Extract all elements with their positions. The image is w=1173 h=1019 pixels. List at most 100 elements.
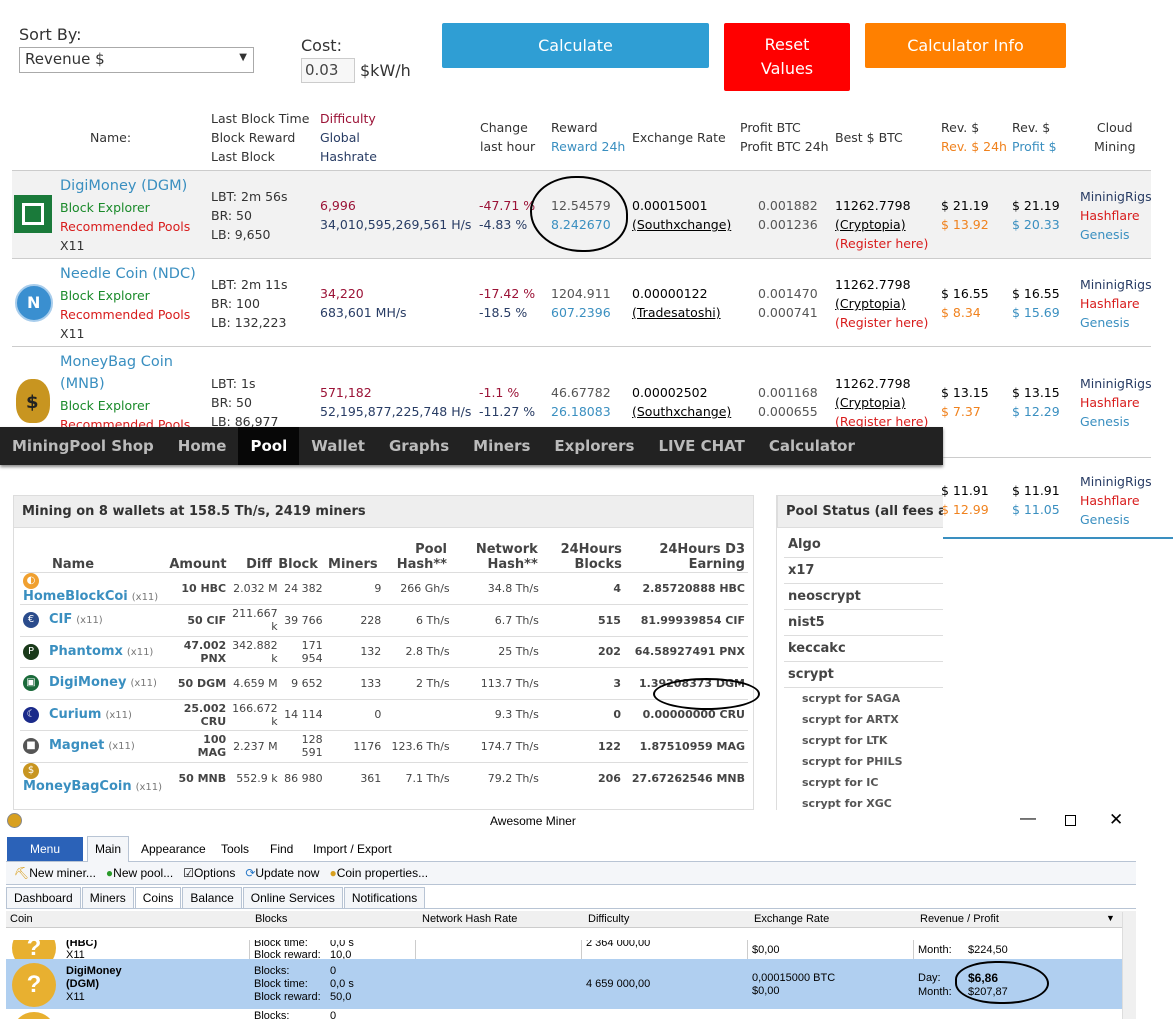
nav-graphs[interactable]: Graphs [388, 437, 450, 455]
algo-item[interactable]: Algo [784, 532, 943, 558]
update-now-button[interactable]: ⟳Update now [245, 866, 319, 880]
algo-item[interactable]: neoscrypt [784, 584, 943, 610]
tab-balance[interactable]: Balance [182, 887, 242, 909]
tab-coins[interactable]: Coins [134, 887, 182, 909]
pool-coin-link[interactable]: HomeBlockCoi [23, 589, 128, 604]
hashflare-link[interactable]: Hashflare [1080, 296, 1140, 311]
sub-algo-item[interactable]: scrypt for IC [802, 776, 879, 789]
coin-properties-button[interactable]: ●Coin properties... [329, 866, 428, 880]
tab-import-export[interactable]: Import / Export [313, 842, 392, 856]
pool-row[interactable]: ☾ Curium (x11) 25.002 CRU 166.672 k 14 114 0 9.… [20, 698, 748, 731]
genesis-link[interactable]: Genesis [1080, 512, 1130, 527]
tab-tools[interactable]: Tools [221, 842, 250, 856]
minimize-icon[interactable]: — [1020, 810, 1036, 827]
pool-coin-link[interactable]: Curium [49, 706, 102, 722]
cryptopia-link[interactable]: (Cryptopia) [835, 395, 906, 410]
scrollbar[interactable] [1122, 912, 1136, 1019]
tab-find[interactable]: Find [270, 842, 294, 856]
change-h1: Change [480, 120, 528, 135]
nav-explorers[interactable]: Explorers [554, 437, 635, 455]
genesis-link[interactable]: Genesis [1080, 227, 1130, 242]
tab-online-services[interactable]: Online Services [242, 887, 343, 909]
register-link[interactable]: (Register here) [835, 315, 929, 330]
pool-row[interactable]: € CIF (x11) 50 CIF 211.667 k 39 766 228 6 Th/s 6… [20, 604, 748, 636]
hashflare-link[interactable]: Hashflare [1080, 395, 1140, 410]
col-blocks[interactable]: Blocks [255, 913, 288, 925]
new-miner-button[interactable]: ⛏New miner... [14, 866, 96, 880]
pool-coin-link[interactable]: CIF [49, 612, 73, 628]
close-icon[interactable]: ✕ [1109, 810, 1124, 829]
block-explorer-link[interactable]: Block Explorer [60, 200, 150, 215]
nav-miners[interactable]: Miners [473, 437, 531, 455]
tab-miners[interactable]: Miners [81, 887, 134, 909]
maximize-icon[interactable] [1065, 815, 1076, 826]
pool-row[interactable]: ■ Magnet (x11) 100 MAG 2.237 M 128 591 1176 123… [20, 730, 748, 762]
col-network-hash[interactable]: Network Hash Rate [422, 913, 518, 925]
hashflare-link[interactable]: Hashflare [1080, 493, 1140, 508]
menu-button[interactable]: Menu [7, 837, 83, 861]
recommended-pools-link[interactable]: Recommended Pools [60, 307, 191, 322]
nav-brand[interactable]: MiningPool Shop [12, 437, 154, 455]
calculator-info-button[interactable]: Calculator Info [865, 23, 1066, 68]
algo-item[interactable]: scrypt [784, 662, 943, 688]
coin-name-link[interactable]: DigiMoney (DGM) [60, 178, 188, 194]
cryptopia-link[interactable]: (Cryptopia) [835, 217, 906, 232]
pool-row[interactable]: P Phantomx (x11) 47.002 PNX 342.882 k 171 954… [20, 635, 748, 668]
algo-item[interactable]: x17 [784, 558, 943, 584]
hashflare-link[interactable]: Hashflare [1080, 208, 1140, 223]
col-exchange[interactable]: Exchange Rate [754, 913, 830, 925]
cryptopia-link[interactable]: (Cryptopia) [835, 296, 906, 311]
grid-row[interactable]: Blocks: 0 [6, 1010, 1122, 1019]
nav-home[interactable]: Home [177, 437, 227, 455]
pool-row[interactable]: $MoneyBagCoin (x11) 50 MNB 552.9 k 86 980 361… [20, 761, 748, 794]
pool-coin-link[interactable]: MoneyBagCoin [23, 778, 132, 794]
genesis-link[interactable]: Genesis [1080, 315, 1130, 330]
coin-name-link[interactable]: MoneyBag Coin [60, 354, 173, 370]
mininigrigs-link[interactable]: MininigRigs [1080, 189, 1152, 204]
reset-values-button[interactable]: Reset Values [724, 23, 850, 91]
exchange-link[interactable]: (Southxchange) [632, 404, 732, 419]
calculate-button[interactable]: Calculate [442, 23, 709, 68]
tab-notifications[interactable]: Notifications [343, 887, 426, 909]
col-coin[interactable]: Coin [10, 913, 33, 925]
block-explorer-link[interactable]: Block Explorer [60, 288, 150, 303]
pool-coin-link[interactable]: Phantomx [49, 643, 123, 659]
mininigrigs-link[interactable]: MininigRigs [1080, 376, 1151, 391]
mininigrigs-link[interactable]: MininigRigs [1080, 474, 1152, 489]
block-explorer-link[interactable]: Block Explorer [60, 398, 150, 413]
mininigrigs-link[interactable]: MininigRigs [1080, 277, 1152, 292]
nav-wallet[interactable]: Wallet [311, 437, 365, 455]
pool-coin-link[interactable]: DigiMoney [49, 675, 127, 691]
exchange-link[interactable]: (Southxchange) [632, 217, 732, 232]
new-pool-button[interactable]: ●New pool... [106, 866, 173, 880]
sub-algo-item[interactable]: scrypt for XGC [802, 797, 892, 810]
algo-item[interactable]: nist5 [784, 610, 943, 636]
register-link[interactable]: (Register here) [835, 236, 929, 251]
tab-dashboard[interactable]: Dashboard [6, 887, 81, 909]
nav-live-chat[interactable]: LIVE CHAT [658, 437, 745, 455]
sub-algo-item[interactable]: scrypt for ARTX [802, 713, 899, 726]
exchange-link[interactable]: (Tradesatoshi) [632, 305, 721, 320]
table-bottom-border [943, 537, 1173, 539]
tab-appearance[interactable]: Appearance [141, 842, 206, 856]
tab-main[interactable]: Main [87, 836, 129, 862]
pool-row[interactable]: ◐HomeBlockCoi (x11) 10 HBC 2.032 M 24 382 9 26… [20, 572, 748, 605]
algo-item[interactable]: keccakc [784, 636, 943, 662]
sort-select[interactable]: Revenue $ ▼ [19, 47, 254, 73]
coin-name-link[interactable]: Needle Coin (NDC) [60, 266, 196, 282]
nav-pool[interactable]: Pool [238, 427, 300, 465]
pool-coin-link[interactable]: Magnet [49, 738, 105, 754]
sub-algo-item[interactable]: scrypt for LTK [802, 734, 888, 747]
col-difficulty[interactable]: Difficulty [588, 913, 630, 925]
recommended-pools-link[interactable]: Recommended Pools [60, 219, 191, 234]
options-button[interactable]: ☑Options [183, 866, 235, 880]
genesis-link[interactable]: Genesis [1080, 414, 1130, 429]
cost-input[interactable]: 0.03 [301, 58, 355, 83]
sub-algo-item[interactable]: scrypt for PHILS [802, 755, 903, 768]
col-revenue[interactable]: Revenue / Profit [920, 913, 999, 925]
register-link[interactable]: (Register here) [835, 414, 929, 429]
nav-calculator[interactable]: Calculator [768, 437, 855, 455]
sub-algo-item[interactable]: scrypt for SAGA [802, 692, 901, 705]
coin-ticker[interactable]: (MNB) [60, 376, 105, 392]
